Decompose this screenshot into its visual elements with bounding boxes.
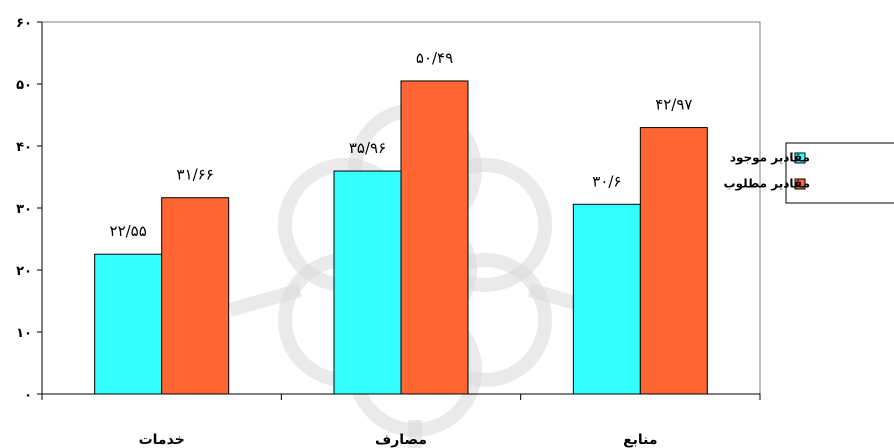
data-label: ۵۰/۴۹ (416, 49, 453, 67)
bar-desired (639, 127, 708, 395)
bar-desired (400, 80, 469, 395)
data-label: ۳۱/۶۶ (177, 166, 214, 184)
data-label: ۳۰/۶ (592, 172, 621, 190)
plot-area: ۰ ۱۰ ۲۰ ۳۰ ۴۰ ۵۰ ۶۰ ۲۲/۵۵ ۳۱/۶۶ خدمات ۳۵/۹۶ ۵۰/۴۹ مص… (16, 16, 761, 448)
data-label: ۴۲/۹۷ (655, 96, 692, 114)
y-tick-label: ۶۰ (16, 16, 32, 31)
x-tick-label: خدمات (139, 432, 185, 448)
y-tick-label: ۵۰ (16, 78, 32, 93)
x-tick-label: منابع (623, 432, 657, 448)
bar-desired (161, 197, 230, 395)
y-tick-label: ۳۰ (16, 202, 32, 217)
legend: مقادیر موجود مقادیر مطلوب (724, 142, 894, 204)
legend-swatch (794, 152, 806, 164)
data-label: ۲۲/۵۵ (110, 222, 147, 240)
x-tick-label: مصارف (375, 432, 427, 448)
y-tick-label: ۰ (24, 388, 32, 403)
legend-label: مقادیر موجود (730, 151, 810, 166)
bar-existing (572, 203, 641, 395)
y-tick-label: ۴۰ (16, 140, 32, 155)
bar-existing (333, 170, 402, 395)
bar-existing (94, 253, 163, 395)
y-tick-label: ۲۰ (16, 264, 32, 279)
data-label: ۳۵/۹۶ (349, 139, 386, 157)
legend-label: مقادیر مطلوب (724, 177, 810, 192)
y-tick-label: ۱۰ (16, 326, 32, 341)
legend-swatch (794, 178, 806, 190)
